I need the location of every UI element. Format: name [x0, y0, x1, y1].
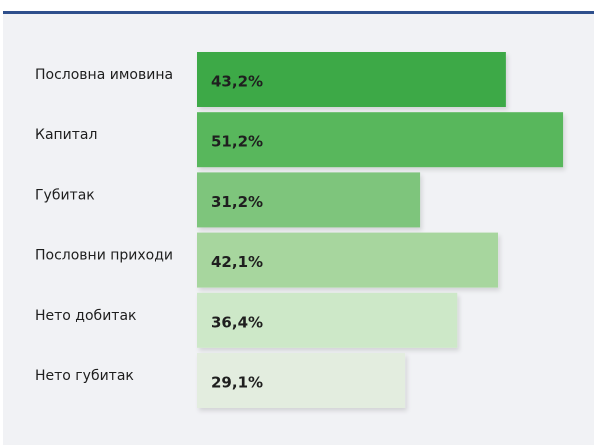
- data-label: 51,2%: [211, 133, 263, 151]
- data-label: 31,2%: [211, 193, 263, 211]
- data-label: 42,1%: [211, 253, 263, 271]
- data-label: 36,4%: [211, 313, 263, 331]
- bar: [197, 52, 506, 107]
- bar: [197, 292, 458, 348]
- category-label: Капитал: [35, 127, 97, 143]
- category-label: Губитак: [35, 187, 95, 203]
- bar: [197, 172, 421, 228]
- data-label: 29,1%: [211, 374, 263, 392]
- data-label: 43,2%: [211, 73, 263, 91]
- category-label: Пословна имовина: [35, 67, 173, 83]
- bar: [197, 232, 499, 288]
- category-label: Нето добитак: [35, 308, 136, 324]
- bar: [197, 112, 564, 168]
- bar: [197, 353, 406, 408]
- top-rule: [3, 11, 594, 14]
- category-label: Пословни приходи: [35, 248, 173, 264]
- category-label: Нето губитак: [35, 368, 134, 384]
